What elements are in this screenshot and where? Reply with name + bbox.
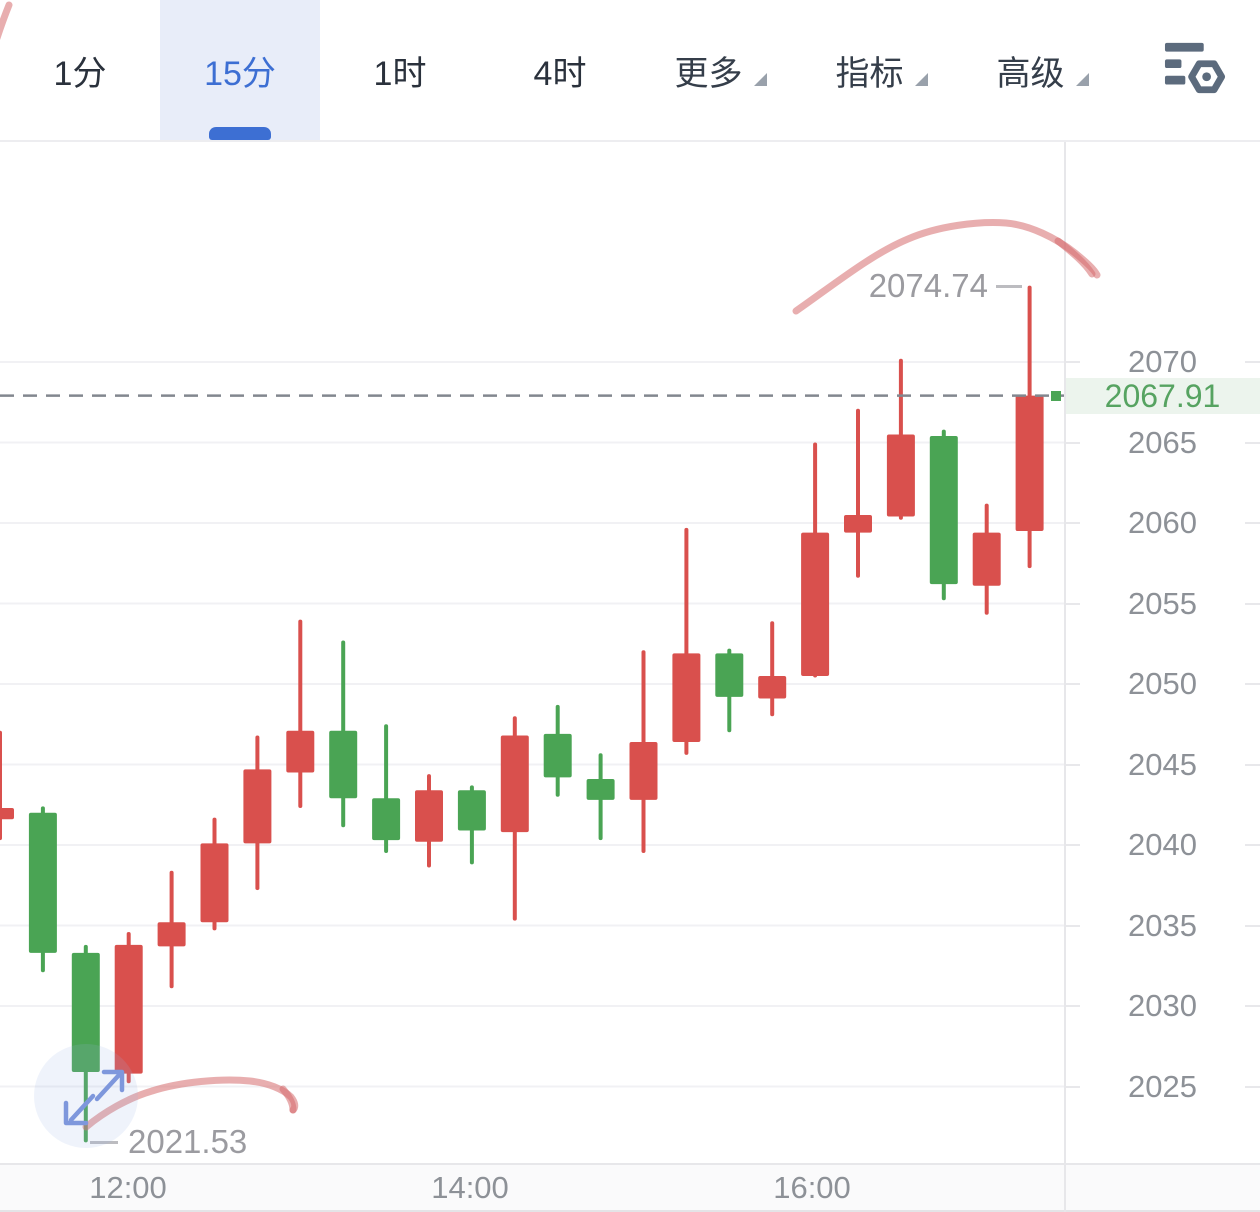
candle-body [500,735,529,833]
active-tab-indicator [209,127,271,140]
price-tick-label: 2065 [1128,424,1197,460]
tab-label: 15分 [204,54,276,93]
price-tick-mark [1065,763,1080,766]
price-tick-label: 2060 [1128,505,1197,540]
price-tick-mark [1065,441,1080,444]
price-tick-label: 2025 [1128,1068,1197,1104]
toolbar-menus: 更多 指标 高级 [640,0,1123,140]
tab-label: 1时 [373,54,427,93]
candle-body [629,741,658,800]
candle-body [758,675,787,699]
candle-body [672,653,701,742]
price-tick-mark [1065,1085,1080,1088]
price-tick-mark [1065,844,1080,846]
price-tick-mark [1245,361,1260,363]
candle-body [372,798,401,841]
candle-body [71,952,100,1073]
price-tick-label: 2030 [1128,988,1197,1023]
chevron-down-icon [1075,72,1089,86]
candle-body [972,532,1001,586]
candle-body [929,436,958,585]
tab-15min[interactable]: 15分 [160,0,320,140]
time-axis[interactable]: 12:00 14:00 16:00 [0,1163,1260,1212]
menu-more[interactable]: 更多 [640,0,801,140]
price-tick-mark [1245,683,1260,685]
candle-wick [0,730,2,841]
price-tick-mark [1245,1085,1260,1088]
price-tick-mark [1065,1005,1080,1007]
price-tick-mark [1065,361,1080,363]
price-tick-label: 2035 [1128,907,1197,943]
chart-settings-button[interactable] [1163,38,1227,102]
time-tick-label: 12:00 [89,1170,167,1205]
price-tick-mark [1245,763,1260,766]
axis-divider [1064,142,1066,1212]
candle-body [543,733,572,778]
price-tick-mark [1245,602,1260,605]
candle-body [415,790,443,842]
price-tick-label: 2040 [1128,827,1197,862]
price-tick-mark [1065,602,1080,605]
price-tick-label: 2045 [1128,746,1197,782]
tab-label: 1分 [53,54,107,93]
candle-body [114,944,143,1074]
menu-label: 指标 [835,54,904,93]
price-tick-mark [1065,683,1080,685]
list-gear-icon [1164,42,1226,93]
menu-indicators[interactable]: 指标 [801,0,962,140]
candle-wick [770,621,775,717]
menu-label: 高级 [996,54,1065,93]
price-tick-mark [1245,924,1260,927]
price-tick-label: 2050 [1128,666,1197,701]
candle-body [0,807,14,820]
timeframe-tabs: 1分 15分 1时 4时 [0,0,640,140]
candle-body [715,653,744,697]
candle-body [457,790,486,831]
session-low-pointer [90,1141,118,1145]
price-tick-mark [1065,924,1080,927]
price-tick-mark [1245,844,1260,846]
candles-layer [0,285,1065,1143]
candle-body [1015,395,1044,532]
price-tick-label: 2070 [1128,344,1197,379]
price-tick-mark [1245,522,1260,524]
tab-4hour[interactable]: 4时 [480,0,640,140]
candle-body [844,514,872,533]
current-price-marker-icon [1051,390,1061,401]
price-tick-mark [1245,1005,1260,1007]
candle-body [586,778,615,800]
candle-body [200,843,229,923]
tab-label: 4时 [533,54,587,93]
session-low-label: 2021.53 [128,1123,248,1161]
candle-wick [298,619,303,808]
toolbar: 1分 15分 1时 4时 更多 指标 高级 [0,0,1260,142]
session-high-pointer [996,284,1022,288]
menu-advanced[interactable]: 高级 [962,0,1123,140]
price-axis[interactable]: 2070 2065 2060 2055 2050 2045 2040 2035 2030 2025… [1065,142,1260,1163]
tab-1min[interactable]: 1分 [0,0,160,140]
current-price-badge: 2067.91 [1065,377,1260,414]
candle-body [286,730,315,773]
time-tick-label: 14:00 [431,1170,509,1205]
menu-label: 更多 [674,54,743,93]
session-high-label: 2074.74 [868,266,988,304]
candle-body [329,730,358,799]
price-tick-mark [1065,522,1080,524]
price-tick-label: 2055 [1128,585,1197,621]
chevron-down-icon [753,72,767,86]
candle-body [886,434,915,517]
candle-wick [856,408,860,578]
tab-1hour[interactable]: 1时 [320,0,480,140]
candle-body [28,812,57,953]
candle-body [243,769,272,844]
time-tick-label: 16:00 [773,1170,851,1205]
chevron-down-icon [914,72,928,86]
candle-body [801,532,830,676]
price-tick-mark [1245,441,1260,444]
candlestick-chart[interactable]: 2074.74 2021.53 [0,142,1065,1163]
candle-body [157,922,186,947]
